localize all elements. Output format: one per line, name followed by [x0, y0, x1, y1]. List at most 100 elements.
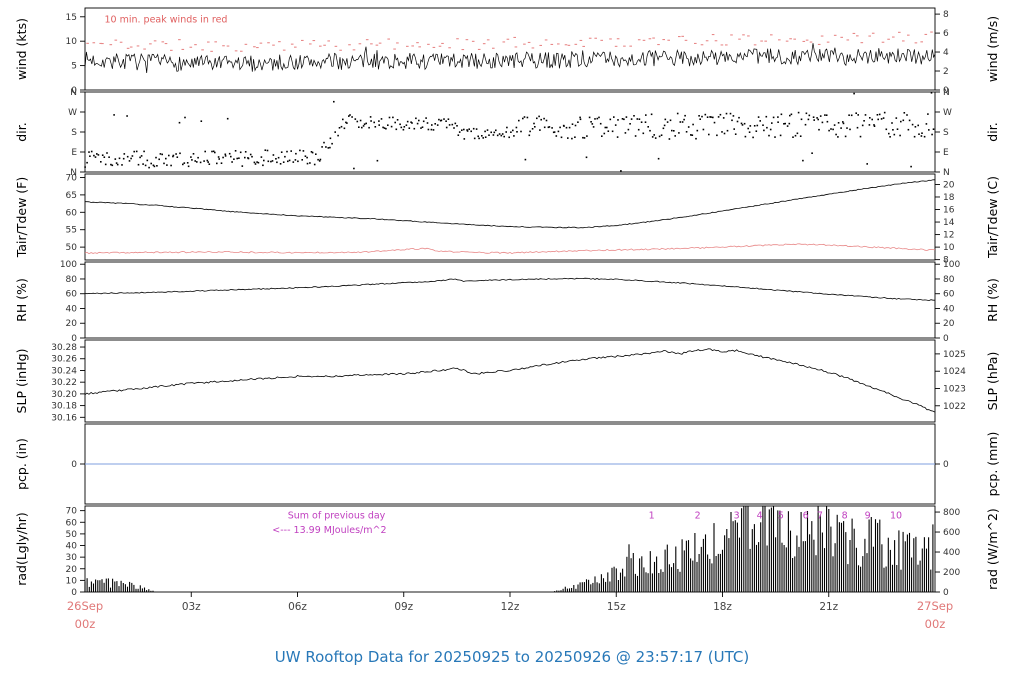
data-point: [343, 127, 346, 130]
y-axis-label-left-radiation: rad(Lgly/hr): [14, 512, 29, 586]
data-point: [172, 154, 175, 157]
data-point: [200, 120, 203, 122]
data-point: [560, 136, 563, 139]
data-point: [818, 128, 820, 131]
data-point: [674, 135, 676, 137]
data-point: [395, 128, 398, 131]
data-point: [528, 134, 531, 137]
y-tick-label-left: 70: [66, 173, 78, 183]
data-point: [374, 126, 377, 128]
data-point: [119, 41, 123, 43]
y-tick-label-left: 65: [66, 191, 77, 201]
data-point: [666, 121, 669, 123]
data-point: [571, 123, 574, 125]
data-point: [179, 152, 181, 155]
data-point: [725, 44, 728, 46]
data-point: [564, 44, 568, 46]
data-point: [378, 124, 380, 126]
data-point: [616, 38, 620, 40]
data-point: [143, 150, 145, 153]
data-point: [900, 120, 902, 123]
data-point: [846, 39, 850, 41]
data-point: [636, 118, 639, 120]
series-slp-line: [84, 348, 936, 413]
data-point: [388, 116, 391, 119]
data-point: [887, 38, 890, 40]
data-point: [192, 153, 195, 155]
data-point: [349, 114, 351, 116]
data-point: [292, 161, 295, 163]
data-point: [777, 121, 779, 123]
data-point: [502, 41, 506, 43]
y-tick-label-left: 10: [66, 576, 78, 586]
data-point: [783, 123, 785, 125]
data-point: [892, 36, 895, 38]
data-point: [873, 125, 876, 127]
data-point: [256, 161, 258, 163]
data-point: [327, 147, 330, 149]
y-tick-label-left: 15: [66, 13, 77, 23]
y-axis-label-right-temperature: Tair/Tdew (C): [985, 176, 1000, 259]
data-point: [850, 114, 853, 117]
data-point: [673, 130, 675, 132]
data-point: [210, 50, 213, 52]
data-point: [222, 156, 224, 159]
y-tick-label-left: 30.26: [51, 355, 77, 365]
data-point: [186, 162, 189, 164]
data-point: [567, 137, 569, 139]
data-point: [208, 163, 211, 165]
data-point: [681, 121, 684, 123]
data-point: [466, 129, 468, 131]
data-point: [552, 131, 555, 134]
data-point: [373, 121, 375, 124]
data-point: [301, 39, 304, 41]
y-tick-label-left: 30.24: [51, 366, 77, 376]
x-tick-label: 15z: [607, 601, 626, 613]
data-point: [287, 160, 289, 163]
data-point: [282, 49, 286, 51]
data-point: [548, 126, 551, 128]
data-point: [290, 43, 294, 45]
data-point: [356, 120, 359, 123]
data-point: [207, 161, 209, 163]
data-point: [642, 39, 646, 41]
y-tick-label-left: S: [71, 128, 77, 138]
data-point: [110, 163, 112, 166]
data-point: [263, 159, 265, 162]
data-point: [427, 128, 430, 131]
data-point: [733, 128, 735, 130]
data-point: [89, 155, 91, 157]
data-point: [312, 40, 316, 42]
data-point: [106, 152, 108, 154]
data-point: [574, 124, 577, 127]
data-point: [422, 120, 425, 123]
data-point: [856, 35, 859, 37]
y-tick-label-right: 18: [943, 193, 955, 203]
series-wind-direction-scatter: [84, 92, 935, 172]
x-tick-label: 03z: [182, 601, 201, 613]
data-point: [789, 38, 792, 40]
data-point: [629, 123, 631, 125]
data-point: [253, 161, 256, 164]
y-tick-label-left: 0: [71, 334, 77, 344]
axis-end-hour-label: 00z: [925, 617, 946, 631]
y-tick-label-right: 8: [943, 256, 949, 266]
y-axis-label-left-wind: wind (kts): [14, 18, 29, 80]
data-point: [155, 156, 157, 159]
data-point: [925, 123, 928, 125]
data-point: [691, 134, 694, 136]
data-point: [668, 138, 671, 140]
data-point: [393, 48, 396, 50]
panel-radiation: 0102030405060700200400600800rad(Lgly/hr)…: [14, 505, 1000, 598]
data-point: [438, 45, 442, 47]
annotation: 6: [803, 511, 809, 522]
y-tick-label-right: 0: [943, 460, 949, 470]
data-point: [216, 162, 218, 165]
data-point: [387, 124, 389, 126]
data-point: [490, 131, 492, 134]
data-point: [583, 137, 586, 139]
data-point: [358, 43, 362, 45]
data-point: [594, 37, 597, 39]
data-point: [705, 40, 709, 42]
data-point: [816, 117, 818, 119]
